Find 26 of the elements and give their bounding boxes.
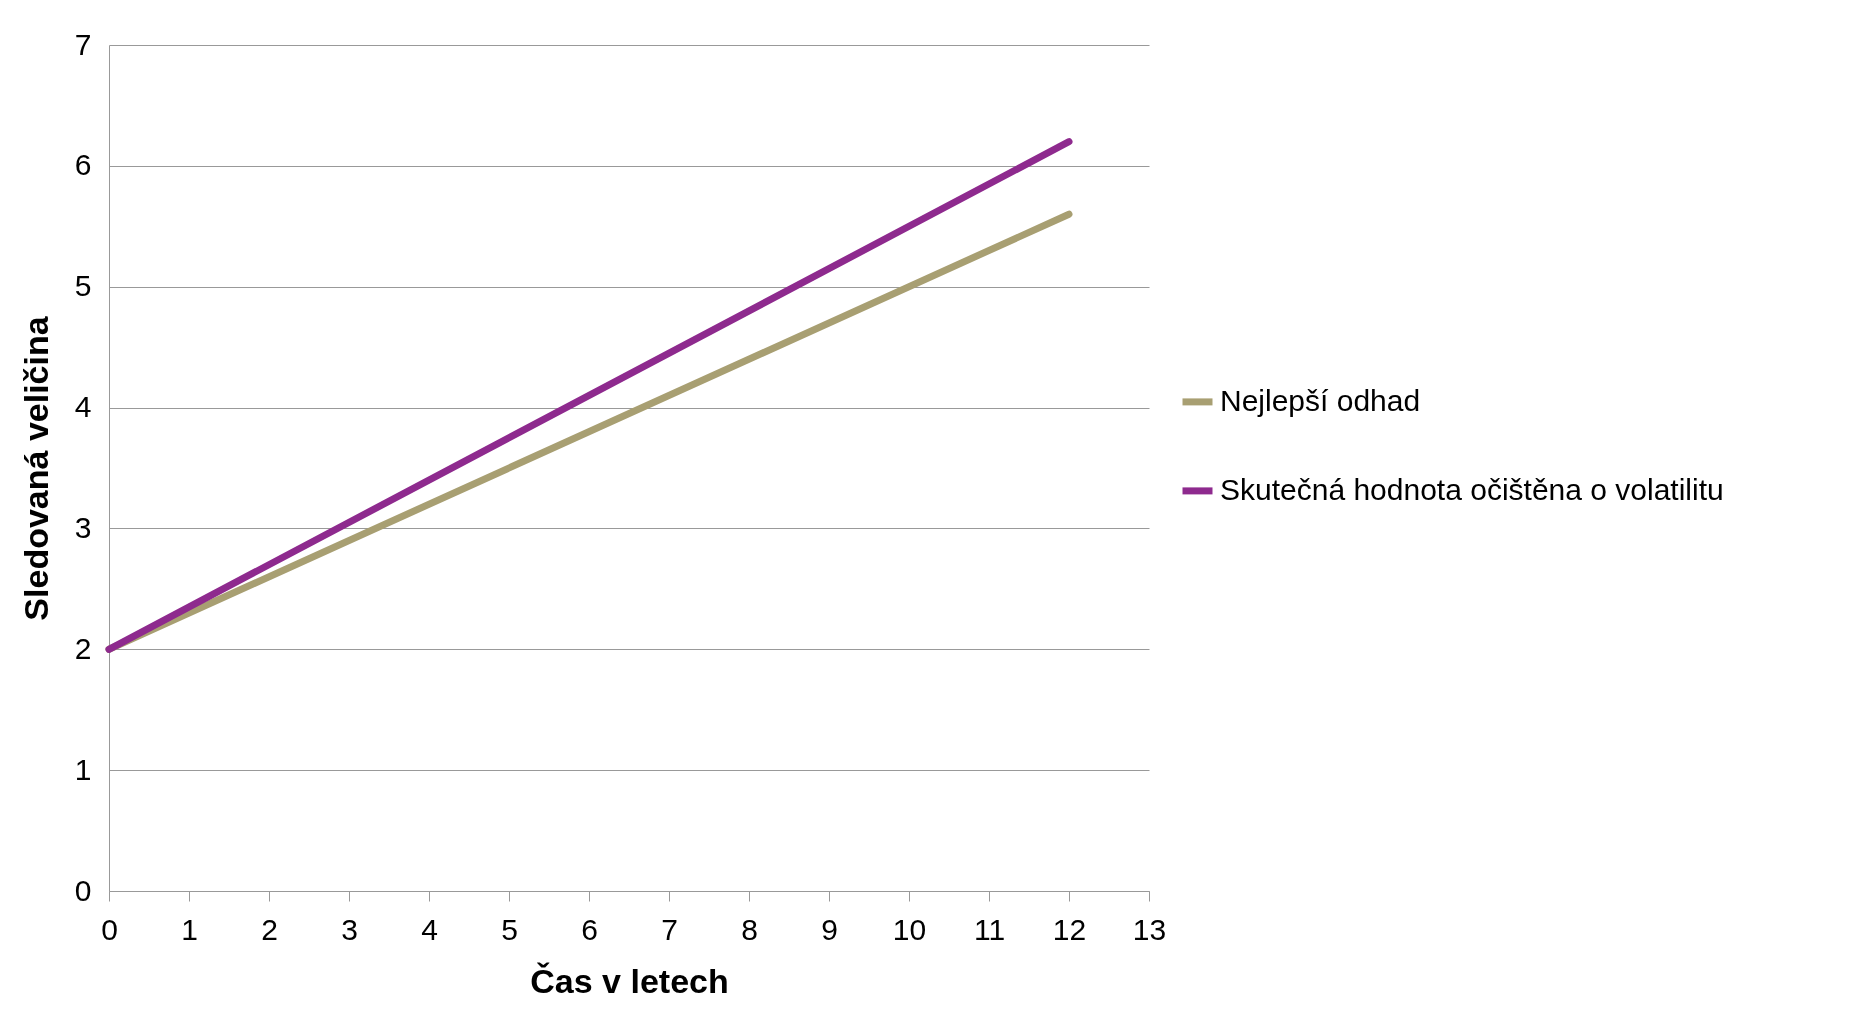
x-tick-label: 2 [261, 912, 278, 946]
x-tick-label: 8 [741, 912, 758, 946]
y-tick-label: 4 [74, 390, 92, 424]
x-tick-label: 1 [181, 912, 198, 946]
x-tick-label: 10 [892, 912, 927, 946]
x-tick-label: 13 [1132, 912, 1167, 946]
y-axis-title: Sledovaná veličina [16, 315, 55, 621]
x-tick-label: 11 [973, 912, 1006, 946]
x-tick-label: 5 [501, 912, 518, 946]
x-tick-label: 0 [101, 912, 118, 946]
x-tick-label: 6 [581, 912, 598, 946]
x-tick-label: 12 [1052, 912, 1087, 946]
x-tick-label: 7 [661, 912, 678, 946]
y-tick-label: 0 [74, 873, 92, 907]
x-tick-label: 3 [341, 912, 358, 946]
y-tick-label: 3 [74, 510, 92, 544]
legend-label: Skutečná hodnota očištěna o volatilitu [1220, 472, 1724, 506]
legend-label: Nejlepší odhad [1220, 383, 1421, 417]
y-tick-label: 1 [74, 752, 92, 786]
x-tick-label: 4 [421, 912, 438, 946]
x-axis-title: Čas v letech [530, 961, 729, 1000]
x-tick-label: 9 [821, 912, 838, 946]
y-tick-label: 6 [74, 148, 92, 182]
y-tick-label: 7 [74, 27, 92, 61]
y-tick-label: 2 [74, 631, 92, 665]
y-tick-label: 5 [74, 269, 92, 303]
